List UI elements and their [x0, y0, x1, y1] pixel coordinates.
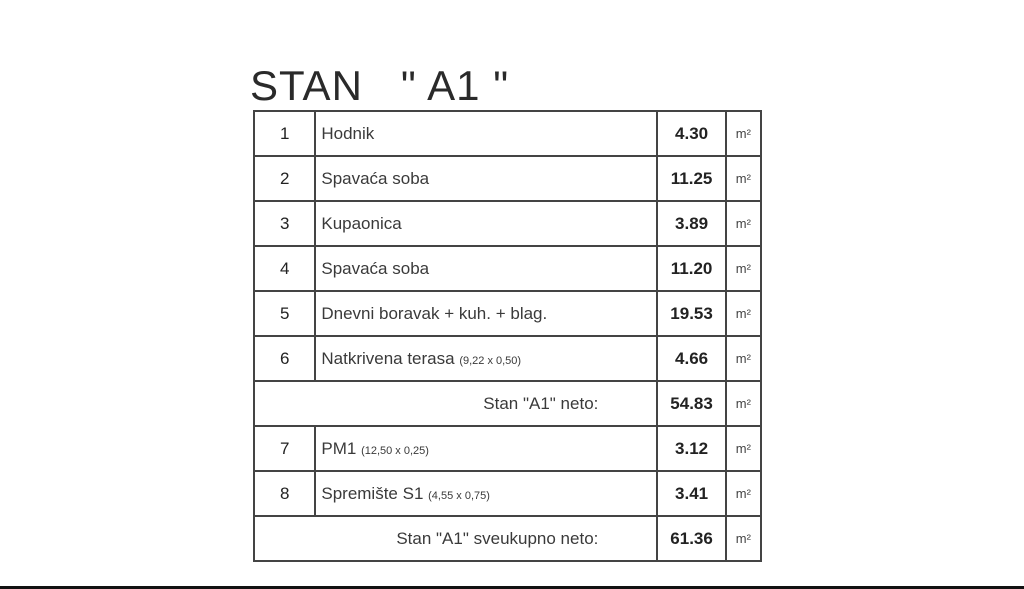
room-area: 4.66	[656, 335, 727, 382]
room-name: Spavaća soba	[314, 245, 659, 292]
divider	[0, 586, 1024, 589]
room-number: 8	[252, 470, 317, 517]
room-dimensions: (4,55 x 0,75)	[428, 489, 490, 502]
area-unit: m²	[724, 245, 763, 292]
area-table: 1 Hodnik 4.30 m² 2 Spavaća soba 11.25 m²…	[252, 110, 763, 562]
room-name-text: Spavaća soba	[321, 258, 430, 278]
table-row: 8 Spremište S1 (4,55 x 0,75) 3.41 m²	[252, 470, 763, 517]
room-area: 11.20	[656, 245, 727, 292]
area-unit: m²	[724, 155, 763, 202]
table-row: 3 Kupaonica 3.89 m²	[252, 200, 763, 247]
area-unit: m²	[724, 380, 763, 427]
table-row: 7 PM1 (12,50 x 0,25) 3.12 m²	[252, 425, 763, 472]
total-label: Stan "A1" sveukupno neto:	[252, 515, 659, 562]
area-unit: m²	[724, 425, 763, 472]
table-row: 2 Spavaća soba 11.25 m²	[252, 155, 763, 202]
room-name-text: Spremište S1	[321, 483, 424, 503]
room-name-text: Kupaonica	[321, 213, 402, 233]
room-number: 1	[252, 110, 317, 157]
room-name-text: Natkrivena terasa	[321, 348, 455, 368]
room-area: 3.41	[656, 470, 727, 517]
room-name: Hodnik	[314, 110, 659, 157]
room-number: 4	[252, 245, 317, 292]
apartment-title: STAN " A1 "	[250, 62, 510, 109]
room-name-text: PM1	[321, 438, 357, 458]
room-number: 2	[252, 155, 317, 202]
room-name: Kupaonica	[314, 200, 659, 247]
area-unit: m²	[724, 290, 763, 337]
room-number: 6	[252, 335, 317, 382]
room-name: Spavaća soba	[314, 155, 659, 202]
room-number: 3	[252, 200, 317, 247]
table-row: 4 Spavaća soba 11.20 m²	[252, 245, 763, 292]
subtotal-label: Stan "A1" neto:	[252, 380, 659, 427]
room-dimensions: (9,22 x 0,50)	[459, 354, 522, 367]
total-value: 61.36	[656, 515, 727, 562]
room-name: PM1 (12,50 x 0,25)	[314, 425, 659, 472]
room-dimensions: (12,50 x 0,25)	[361, 444, 429, 457]
table-row: 5 Dnevni boravak + kuh. + blag. 19.53 m²	[252, 290, 763, 337]
area-unit: m²	[724, 515, 763, 562]
room-area: 11.25	[656, 155, 727, 202]
room-name: Natkrivena terasa (9,22 x 0,50)	[314, 335, 659, 382]
area-unit: m²	[724, 200, 763, 247]
room-name-text: Dnevni boravak + kuh. + blag.	[321, 303, 548, 323]
area-unit: m²	[724, 335, 763, 382]
room-area: 4.30	[656, 110, 727, 157]
room-area: 19.53	[656, 290, 727, 337]
table-row: 1 Hodnik 4.30 m²	[252, 110, 763, 157]
room-name: Dnevni boravak + kuh. + blag.	[314, 290, 659, 337]
table-row: 6 Natkrivena terasa (9,22 x 0,50) 4.66 m…	[252, 335, 763, 382]
room-number: 7	[252, 425, 317, 472]
area-unit: m²	[724, 470, 763, 517]
room-area: 3.89	[656, 200, 727, 247]
room-name-text: Spavaća soba	[321, 168, 430, 188]
area-unit: m²	[724, 110, 763, 157]
room-area: 3.12	[656, 425, 727, 472]
room-name: Spremište S1 (4,55 x 0,75)	[314, 470, 659, 517]
subtotal-row: Stan "A1" neto: 54.83 m²	[252, 380, 763, 427]
subtotal-value: 54.83	[656, 380, 727, 427]
total-row: Stan "A1" sveukupno neto: 61.36 m²	[252, 515, 763, 562]
room-number: 5	[252, 290, 317, 337]
room-name-text: Hodnik	[321, 123, 375, 143]
